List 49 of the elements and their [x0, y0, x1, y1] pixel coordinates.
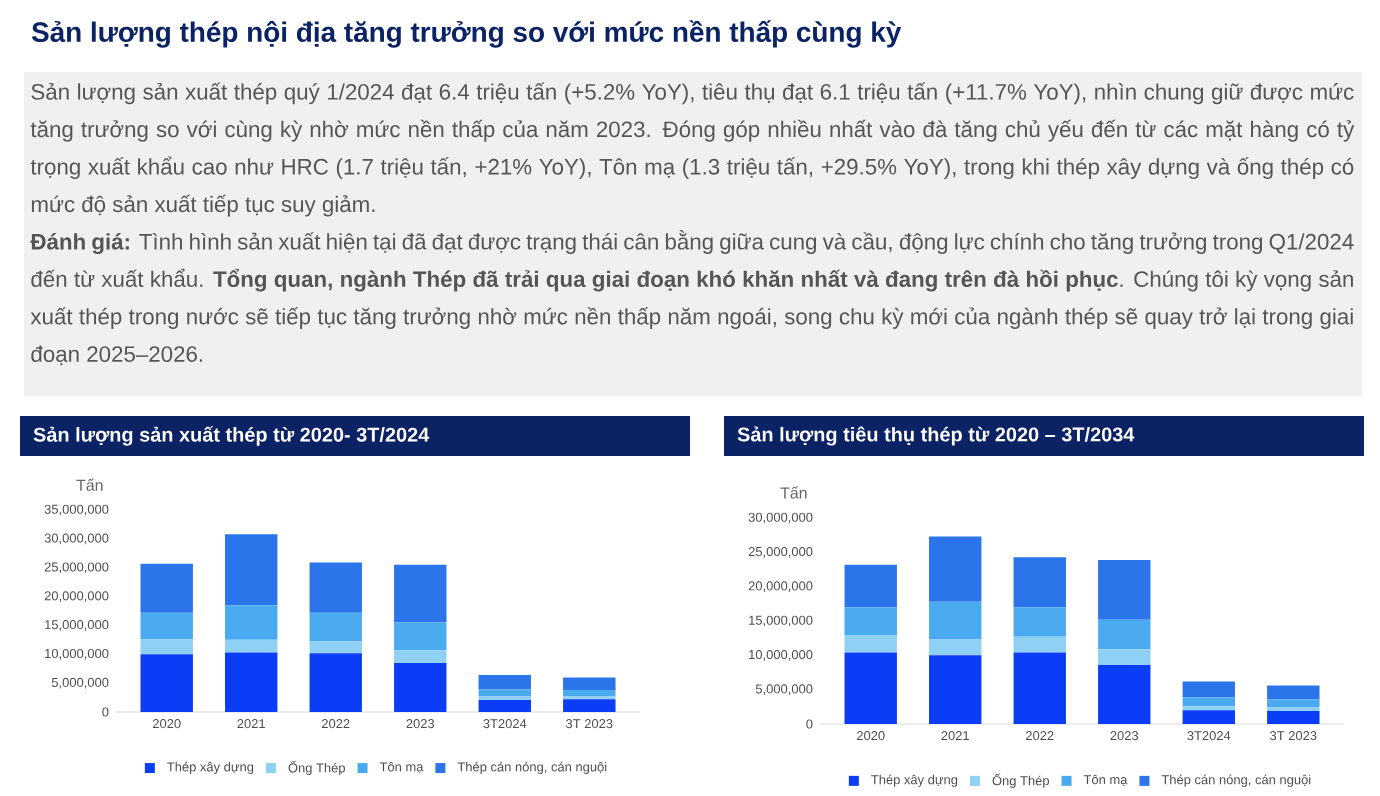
bar [1182, 681, 1235, 698]
bar [563, 677, 616, 691]
bar [1098, 559, 1151, 620]
bar [478, 699, 531, 712]
bar [1182, 710, 1235, 724]
bar [309, 562, 362, 613]
bar [1267, 685, 1320, 700]
bar [929, 655, 982, 724]
bar [309, 653, 362, 712]
bar [225, 605, 278, 640]
bar [478, 689, 531, 697]
bar [478, 675, 531, 690]
bar [1098, 664, 1151, 724]
bar [394, 662, 447, 712]
text: Đánh giá: Tình hình sản xuất hiện tại đã đạt được trạng thái cân bằng giữa cung và cầu, động lực chính cho tăng trưởng trong Q1/2024 đến từ xuất khẩu. Tổng quan, ngành Thép đã trải qua giai đoạn khó khăn nhất và đang trên đà hồi phục. Chúng tôi kỳ vọng sản xuất thép trong nước sẽ tiếp tục tăng trưởng nhờ mức nền thấp năm ngoái, song chu kỳ mới của ngành thép sẽ quay trở lại trong giai đoạn 2025–2026. [30, 230, 1354, 366]
bar [225, 652, 278, 712]
chart-title: Sản lượng tiêu thụ thép từ 2020 – 3T/2034 [737, 426, 1135, 446]
chart-title: Sản lượng sản xuất thép từ 2020- 3T/2024 [33, 426, 430, 446]
bar [929, 639, 982, 656]
bar [1267, 699, 1320, 708]
bar [563, 699, 616, 712]
bar [1098, 619, 1151, 650]
bar [844, 652, 897, 724]
bar [844, 564, 897, 608]
bar [225, 534, 278, 606]
bar [140, 563, 193, 613]
text: Sản lượng thép nội địa tăng trưởng so với mức nền thấp cùng kỳ [31, 20, 902, 48]
bar [1098, 649, 1151, 665]
bar [394, 650, 447, 663]
bar [1182, 697, 1235, 707]
bar [394, 622, 447, 651]
bar [140, 654, 193, 712]
bar [844, 607, 897, 636]
bar [1013, 557, 1066, 608]
bar [1013, 636, 1066, 653]
bar [1267, 710, 1320, 724]
bar [140, 639, 193, 655]
bar [1013, 607, 1066, 637]
bar [844, 635, 897, 653]
bar [309, 641, 362, 654]
bar [1013, 652, 1066, 724]
bar [140, 612, 193, 640]
bar [394, 564, 447, 623]
bar [225, 639, 278, 653]
text: Sản lượng sản xuất thép quý 1/2024 đạt 6.4 triệu tấn (+5.2% YoY), tiêu thụ đạt 6.1 triệu tấn (+11.7% YoY), nhìn chung giữ được mức tăng trưởng so với cùng kỳ nhờ mức nền thấp của năm 2023. Đóng góp nhiều nhất vào đà tăng chủ yếu đến từ các mặt hàng có tỷ trọng xuất khẩu cao như HRC (1.7 triệu tấn, +21% YoY), Tôn mạ (1.3 triệu tấn, +29.5% YoY), trong khi thép xây dựng và ống thép có mức độ sản xuất tiếp tục suy giảm. [30, 82, 1355, 217]
bar [929, 536, 982, 602]
bar [563, 690, 616, 697]
bar [929, 601, 982, 640]
bar [309, 612, 362, 642]
